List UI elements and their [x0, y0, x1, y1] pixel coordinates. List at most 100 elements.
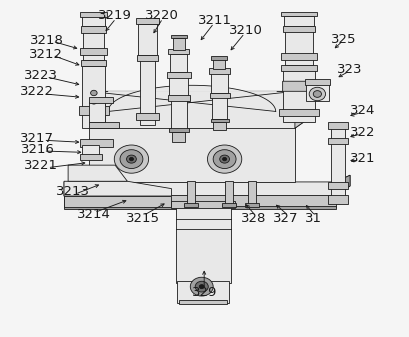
Bar	[172, 131, 185, 142]
Bar	[88, 91, 294, 182]
Bar	[64, 195, 335, 207]
Bar	[79, 106, 108, 115]
Bar	[169, 128, 188, 132]
Bar	[64, 206, 335, 209]
Bar	[282, 26, 315, 32]
Polygon shape	[68, 165, 127, 181]
Polygon shape	[282, 81, 319, 91]
Bar	[283, 16, 313, 26]
Bar	[210, 119, 228, 122]
Circle shape	[219, 155, 229, 163]
Text: 327: 327	[272, 212, 298, 225]
Polygon shape	[294, 81, 308, 128]
Bar	[82, 145, 99, 155]
Bar	[328, 122, 347, 129]
Text: 3213: 3213	[56, 185, 90, 198]
Text: 3218: 3218	[29, 34, 63, 47]
Text: 321: 321	[349, 152, 374, 165]
Bar	[88, 97, 113, 103]
Bar	[169, 77, 188, 96]
Text: 3217: 3217	[20, 132, 54, 145]
Polygon shape	[64, 175, 349, 196]
Bar	[170, 100, 187, 129]
Bar	[213, 122, 226, 130]
Bar	[179, 300, 227, 304]
Bar	[304, 79, 330, 85]
Bar	[135, 18, 159, 24]
Bar	[82, 66, 105, 128]
Bar	[306, 83, 328, 101]
Bar	[79, 12, 107, 17]
Bar	[247, 181, 256, 206]
Circle shape	[222, 157, 226, 161]
Text: 328: 328	[240, 212, 265, 225]
Bar	[168, 49, 189, 54]
Text: 3215: 3215	[126, 212, 160, 225]
Polygon shape	[335, 175, 349, 196]
Bar	[80, 48, 107, 55]
Circle shape	[114, 145, 148, 173]
Bar	[177, 281, 229, 303]
Circle shape	[126, 155, 136, 163]
Polygon shape	[88, 122, 119, 128]
Text: 3219: 3219	[98, 9, 132, 22]
Polygon shape	[64, 196, 171, 207]
Bar	[83, 20, 103, 60]
Text: 325: 325	[330, 33, 356, 46]
Bar	[328, 137, 347, 144]
Text: 3211: 3211	[198, 14, 231, 27]
Text: 3210: 3210	[228, 24, 262, 37]
Bar	[170, 54, 187, 72]
Text: 3220: 3220	[145, 9, 179, 22]
Bar	[211, 56, 227, 60]
Bar	[213, 59, 225, 69]
Text: 323: 323	[337, 63, 362, 76]
Text: 3222: 3222	[20, 86, 54, 98]
Bar	[172, 38, 184, 50]
Bar	[279, 109, 318, 117]
Bar	[167, 95, 190, 101]
Text: 322: 322	[349, 126, 374, 139]
Bar	[280, 12, 317, 17]
Circle shape	[195, 281, 208, 292]
Text: 324: 324	[349, 104, 374, 117]
Circle shape	[190, 277, 213, 296]
Bar	[281, 53, 316, 60]
Bar	[79, 154, 102, 160]
Bar	[245, 204, 258, 207]
Bar	[186, 181, 194, 206]
Bar	[327, 195, 347, 204]
Circle shape	[120, 150, 143, 168]
Text: 3223: 3223	[24, 69, 58, 82]
Bar	[209, 93, 229, 98]
Text: 3216: 3216	[20, 143, 54, 156]
Bar	[137, 55, 157, 61]
Bar	[80, 139, 113, 147]
Bar	[166, 72, 190, 78]
Polygon shape	[64, 181, 171, 196]
Bar	[209, 68, 230, 73]
Polygon shape	[88, 81, 308, 128]
Bar	[170, 35, 187, 38]
Circle shape	[199, 285, 204, 289]
Bar	[211, 73, 228, 93]
Bar	[81, 60, 106, 66]
Circle shape	[213, 150, 236, 168]
Bar	[282, 69, 315, 122]
Bar	[330, 126, 344, 196]
Bar	[136, 113, 158, 120]
Bar	[328, 182, 347, 189]
Circle shape	[90, 90, 97, 96]
Bar	[81, 26, 106, 33]
Circle shape	[308, 87, 325, 101]
Circle shape	[312, 91, 321, 97]
Bar	[139, 59, 155, 125]
Bar	[171, 201, 234, 208]
Bar	[211, 97, 227, 119]
Bar	[280, 65, 317, 70]
Bar	[138, 24, 156, 55]
Bar	[221, 204, 235, 207]
Bar	[175, 206, 230, 283]
Circle shape	[207, 145, 241, 173]
Text: 329: 329	[191, 286, 216, 299]
